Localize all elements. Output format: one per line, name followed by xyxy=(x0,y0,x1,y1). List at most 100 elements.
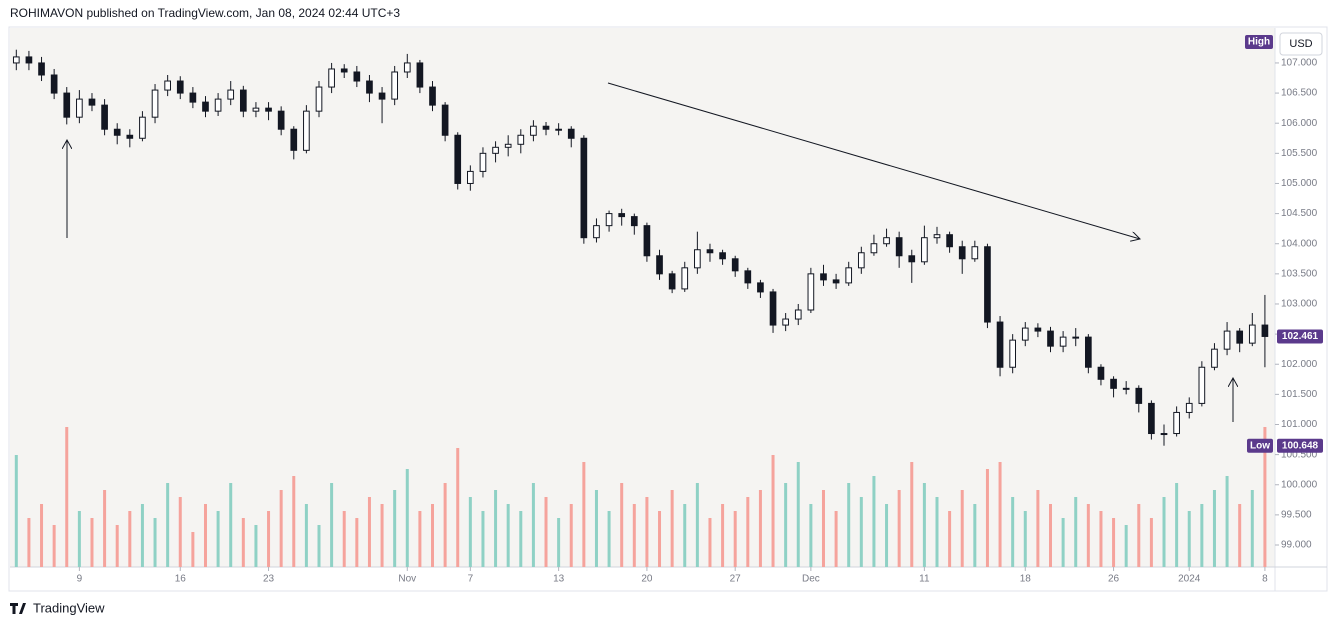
candle-body xyxy=(883,237,890,245)
volume-bar xyxy=(1212,490,1216,567)
candle-body xyxy=(101,104,108,130)
y-tick-label: 105.500 xyxy=(1281,148,1318,159)
candle-body xyxy=(227,89,235,100)
x-tick-label: Dec xyxy=(802,574,820,585)
y-tick-label: 103.500 xyxy=(1281,268,1318,279)
candle-body xyxy=(593,225,600,239)
y-tick-label: 103.000 xyxy=(1281,299,1318,310)
volume-bar xyxy=(1011,497,1015,567)
candle-body xyxy=(1211,348,1218,368)
candle-body xyxy=(908,255,916,263)
volume-bar xyxy=(985,469,989,567)
candle-body xyxy=(845,267,853,284)
low-badge-label: Low xyxy=(1250,440,1270,451)
volume-bar xyxy=(935,497,939,567)
candle-body xyxy=(643,225,651,257)
candle-body xyxy=(996,321,1004,368)
volume-bar xyxy=(821,490,825,567)
candle-body xyxy=(353,71,361,82)
x-tick-label: 20 xyxy=(641,574,653,585)
candle-body xyxy=(189,92,197,103)
y-tick-label: 101.000 xyxy=(1281,419,1318,430)
candle-body xyxy=(504,143,512,148)
volume-bar xyxy=(1225,476,1229,567)
candle-body xyxy=(567,128,575,139)
candle-body xyxy=(315,86,323,112)
candle-body xyxy=(454,134,462,184)
candle-body xyxy=(719,252,726,260)
candle-body xyxy=(50,74,58,94)
x-tick-label: 27 xyxy=(730,574,742,585)
volume-bar xyxy=(241,518,245,567)
x-tick-label: 13 xyxy=(553,574,565,585)
currency-button[interactable] xyxy=(1279,32,1323,56)
volume-layer xyxy=(14,427,1267,567)
volume-bar xyxy=(166,483,170,567)
volume-bar xyxy=(519,511,523,567)
y-tick-label: 106.000 xyxy=(1281,118,1318,129)
volume-bar xyxy=(746,497,750,567)
candle-body xyxy=(1110,378,1117,389)
candle-body xyxy=(946,234,953,248)
candle-body xyxy=(820,273,827,281)
volume-bar xyxy=(809,504,813,567)
footer: TradingView xyxy=(33,600,105,615)
volume-bar xyxy=(90,518,94,567)
volume-bar xyxy=(632,504,636,567)
x-tick-label: 11 xyxy=(919,574,930,585)
candle-body xyxy=(895,237,903,257)
volume-bar xyxy=(267,511,271,567)
volume-bar xyxy=(52,525,56,567)
candle-body xyxy=(277,110,285,130)
candle-body xyxy=(731,258,739,272)
volume-bar xyxy=(594,490,598,567)
candle-body xyxy=(832,279,840,284)
candle-body xyxy=(403,62,411,73)
y-tick-label: 100.000 xyxy=(1281,479,1318,490)
candle-body xyxy=(1135,387,1143,404)
candle-body xyxy=(252,107,260,112)
candle-body xyxy=(744,270,752,284)
volume-bar xyxy=(1238,504,1242,567)
candle-body xyxy=(794,309,802,320)
volume-bar xyxy=(1099,511,1103,567)
candle-body xyxy=(467,170,474,184)
y-tick-label: 101.500 xyxy=(1281,389,1318,400)
candle-body xyxy=(441,104,449,136)
candle-body xyxy=(340,68,348,73)
volume-bar xyxy=(216,511,220,567)
volume-bar xyxy=(393,490,397,567)
candle-body xyxy=(290,128,298,151)
volume-bar xyxy=(1061,518,1065,567)
volume-bar xyxy=(1162,497,1166,567)
volume-bar xyxy=(758,490,762,567)
candle-body xyxy=(1248,324,1256,344)
candle-body xyxy=(63,92,71,118)
last-price-label: 102.461 xyxy=(1282,331,1319,342)
low-badge xyxy=(1247,438,1273,453)
x-tick-label: 23 xyxy=(263,574,275,585)
currency-label[interactable]: USD xyxy=(1289,38,1312,50)
volume-bar xyxy=(670,490,674,567)
volume-bar xyxy=(1187,511,1191,567)
volume-bar xyxy=(645,497,649,567)
volume-bar xyxy=(292,476,296,567)
volume-bar xyxy=(531,483,535,567)
candle-body xyxy=(1059,336,1067,347)
volume-bar xyxy=(695,483,699,567)
candle-body xyxy=(1160,433,1168,436)
candle-body xyxy=(76,98,83,118)
candle-body xyxy=(1009,339,1017,368)
candle-body xyxy=(668,273,676,290)
volume-bar xyxy=(784,483,788,567)
volume-bar xyxy=(910,462,914,567)
volume-bar xyxy=(721,504,725,567)
candle-body xyxy=(769,291,777,326)
x-tick-label: 9 xyxy=(77,574,83,585)
volume-bar xyxy=(27,518,31,567)
last-price-tag xyxy=(1277,329,1323,344)
volume-bar xyxy=(859,497,863,567)
volume-bar xyxy=(14,455,18,567)
volume-bar xyxy=(40,504,44,567)
